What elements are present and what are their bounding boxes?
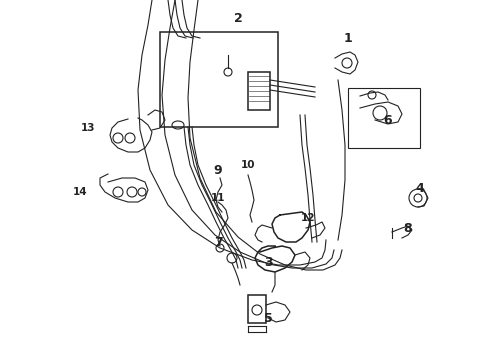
Text: 9: 9 (214, 163, 222, 176)
Text: 4: 4 (416, 181, 424, 194)
Bar (248, 72, 270, 110)
Text: 5: 5 (264, 311, 272, 324)
Text: 8: 8 (404, 221, 412, 234)
Text: 7: 7 (214, 235, 222, 248)
Text: 10: 10 (241, 160, 255, 170)
Text: 13: 13 (81, 123, 95, 133)
Bar (160, 32, 278, 127)
Text: 6: 6 (384, 113, 392, 126)
Text: 14: 14 (73, 187, 87, 197)
Text: 3: 3 (264, 256, 272, 269)
Text: 2: 2 (234, 12, 243, 24)
Bar (248, 295, 266, 323)
Text: 12: 12 (301, 213, 315, 223)
Text: 1: 1 (343, 31, 352, 45)
Bar (348, 88, 420, 148)
Text: 11: 11 (211, 193, 225, 203)
